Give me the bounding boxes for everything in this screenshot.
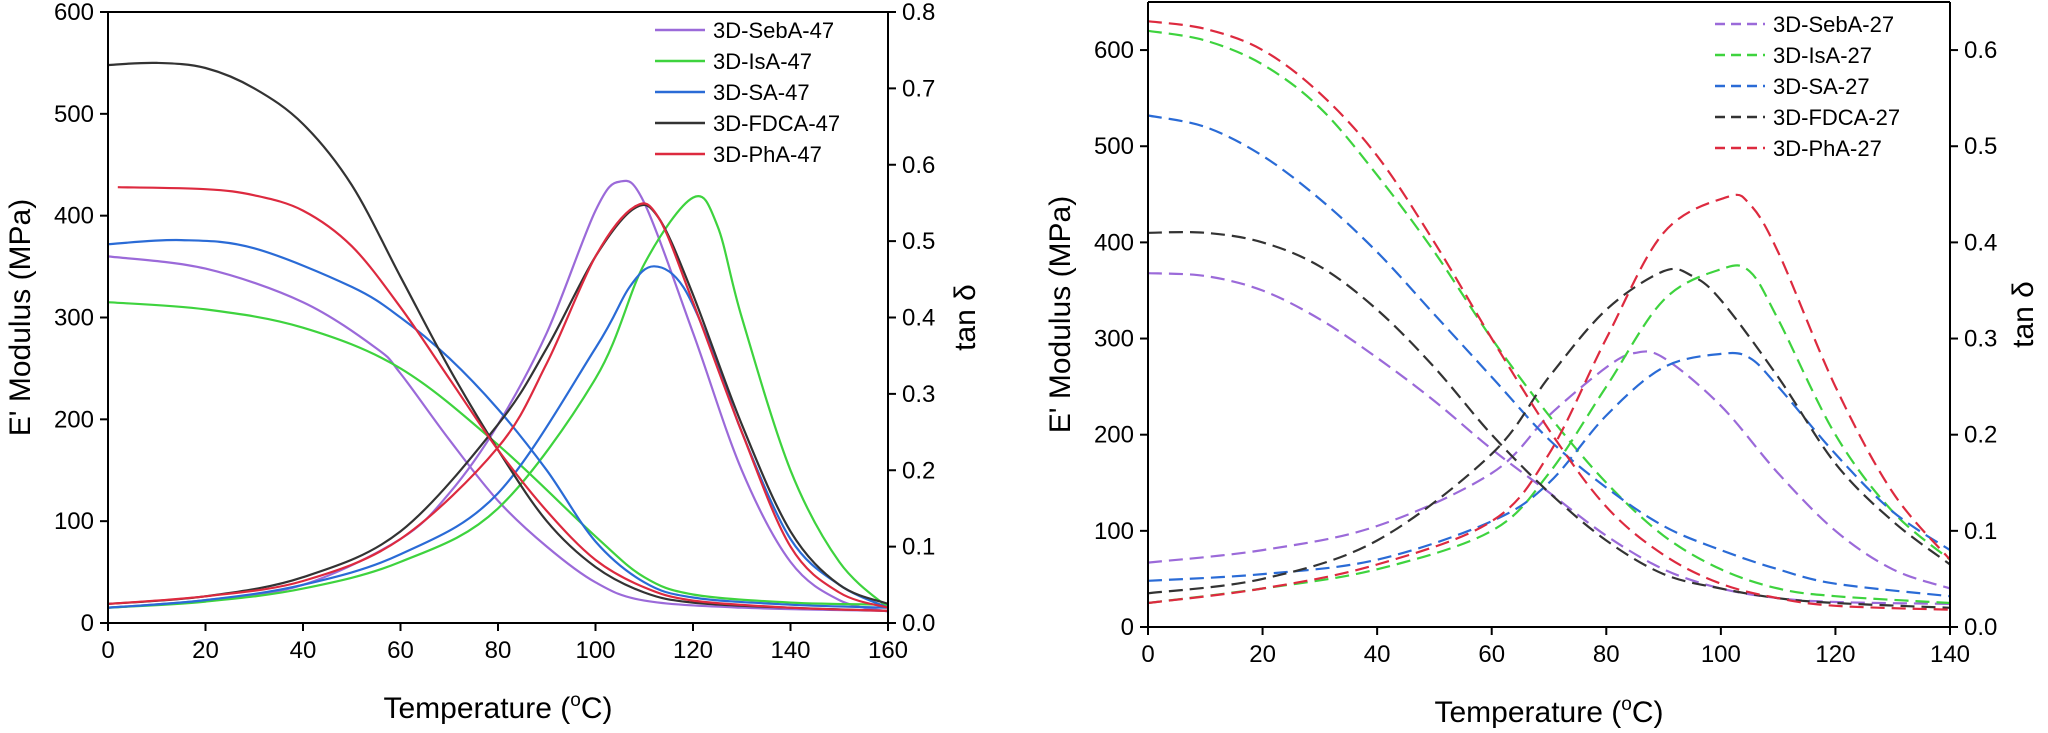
series-4-modulus-line — [1147, 20, 1951, 611]
legend-label: 3D-SebA-47 — [713, 18, 834, 43]
y2-tick-label: 0.2 — [1964, 422, 1997, 449]
y2-tick-label: 0.1 — [902, 534, 935, 561]
legend-label: 3D-IsA-47 — [713, 49, 812, 74]
x-tick-label: 80 — [1593, 641, 1620, 668]
series-4-tan-delta-line — [1147, 193, 1951, 605]
y-tick-label: 600 — [1094, 37, 1134, 64]
series-0-modulus-line — [107, 255, 889, 612]
series-4-modulus-line — [117, 186, 889, 612]
y2-tick-label: 0.4 — [1964, 229, 1997, 256]
y-axis-title: E' Modulus (MPa) — [1044, 196, 1077, 433]
y-tick-label: 100 — [54, 508, 94, 535]
x-tick-label: 80 — [485, 637, 512, 664]
x-tick-label: 60 — [1478, 641, 1505, 668]
y2-tick-label: 0.3 — [902, 381, 935, 408]
x-tick-label: 120 — [1815, 641, 1855, 668]
x-tick-label: 140 — [1930, 641, 1970, 668]
y2-tick-label: 0.7 — [902, 75, 935, 102]
y2-tick-label: 0.1 — [1964, 518, 1997, 545]
series-1-tan-delta-line — [1147, 264, 1951, 605]
y2-tick-label: 0.4 — [902, 305, 935, 332]
y-tick-label: 400 — [1094, 229, 1134, 256]
x-tick-label: 100 — [1701, 641, 1741, 668]
series-1-modulus-line — [1147, 29, 1951, 605]
y-tick-label: 400 — [54, 203, 94, 230]
y2-tick-label: 0.5 — [1964, 133, 1997, 160]
x-tick-label: 20 — [192, 637, 219, 664]
legend-label: 3D-FDCA-47 — [713, 111, 840, 136]
y2-tick-label: 0.2 — [902, 457, 935, 484]
y-tick-label: 200 — [1094, 422, 1134, 449]
series-2-tan-delta-line — [107, 265, 889, 609]
x-tick-label: 140 — [770, 637, 810, 664]
x-tick-label: 20 — [1249, 641, 1276, 668]
y2-axis-title: tan δ — [949, 284, 982, 351]
y-tick-label: 500 — [1094, 133, 1134, 160]
y-tick-label: 300 — [54, 305, 94, 332]
chart-left: 0 20 40 60 80 100 120 140 160 0 100 200 300 400 500 600… — [4, 0, 982, 725]
y-tick-label: 0 — [81, 610, 94, 637]
x-tick-label: 120 — [673, 637, 713, 664]
x-tick-label: 160 — [868, 637, 908, 664]
y2-tick-label: 0.0 — [1964, 614, 1997, 641]
y-tick-label: 100 — [1094, 518, 1134, 545]
series-2-tan-delta-line — [1147, 351, 1951, 582]
series-2-modulus-line — [107, 238, 889, 609]
y2-tick-label: 0.6 — [902, 152, 935, 179]
x-tick-label: 40 — [1364, 641, 1391, 668]
legend-label: 3D-SebA-27 — [1773, 12, 1894, 37]
y-tick-label: 500 — [54, 101, 94, 128]
series-3-modulus-line — [107, 61, 889, 612]
series-1-modulus-line — [107, 301, 889, 606]
chart-right: 0 20 40 60 80 100 120 140 0 100 200 300 400 500 600 0.0… — [1044, 1, 2040, 729]
y2-tick-label: 0.5 — [902, 228, 935, 255]
y2-axis-title: tan δ — [2007, 281, 2040, 348]
y2-tick-label: 0.0 — [902, 610, 935, 637]
series-3-tan-delta-line — [107, 203, 889, 605]
x-tick-label: 40 — [290, 637, 317, 664]
legend-label: 3D-PhA-47 — [713, 142, 822, 167]
series-0-tan-delta-line — [1147, 350, 1951, 590]
y2-tick-label: 0.8 — [902, 0, 935, 26]
legend-label: 3D-SA-47 — [713, 80, 810, 105]
series-0-tan-delta-line — [107, 179, 889, 613]
x-tick-label: 100 — [575, 637, 615, 664]
y-tick-label: 300 — [1094, 326, 1134, 353]
x-tick-label: 60 — [387, 637, 414, 664]
y2-tick-label: 0.6 — [1964, 37, 1997, 64]
y2-tick-label: 0.3 — [1964, 326, 1997, 353]
x-tick-label: 0 — [1141, 641, 1154, 668]
y-tick-label: 200 — [54, 406, 94, 433]
legend-label: 3D-FDCA-27 — [1773, 105, 1900, 130]
legend-label: 3D-PhA-27 — [1773, 136, 1882, 161]
y-tick-label: 600 — [54, 0, 94, 26]
y-axis-title: E' Modulus (MPa) — [4, 199, 37, 436]
series-4-tan-delta-line — [107, 202, 889, 609]
x-axis-title: Temperature (oC) — [1435, 694, 1664, 729]
series-2-modulus-line — [1147, 114, 1951, 598]
series-3-tan-delta-line — [1147, 267, 1951, 595]
legend-label: 3D-SA-27 — [1773, 74, 1870, 99]
series-1-tan-delta-line — [107, 195, 889, 609]
series-3-modulus-line — [1147, 230, 1951, 609]
x-tick-label: 0 — [101, 637, 114, 664]
y-tick-label: 0 — [1121, 614, 1134, 641]
legend-label: 3D-IsA-27 — [1773, 43, 1872, 68]
x-axis-title: Temperature (oC) — [384, 690, 613, 725]
